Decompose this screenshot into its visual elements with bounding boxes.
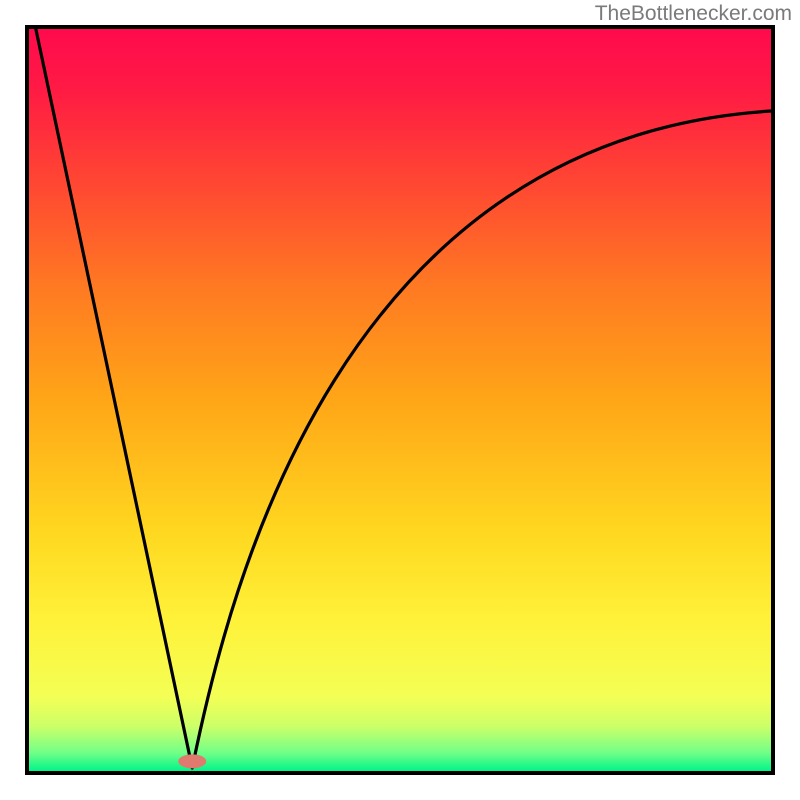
chart-stage: TheBottlenecker.com — [0, 0, 800, 800]
minimum-marker — [178, 754, 206, 768]
chart-svg — [0, 0, 800, 800]
attribution-link[interactable]: TheBottlenecker.com — [595, 2, 792, 26]
gradient-panel — [29, 29, 771, 771]
